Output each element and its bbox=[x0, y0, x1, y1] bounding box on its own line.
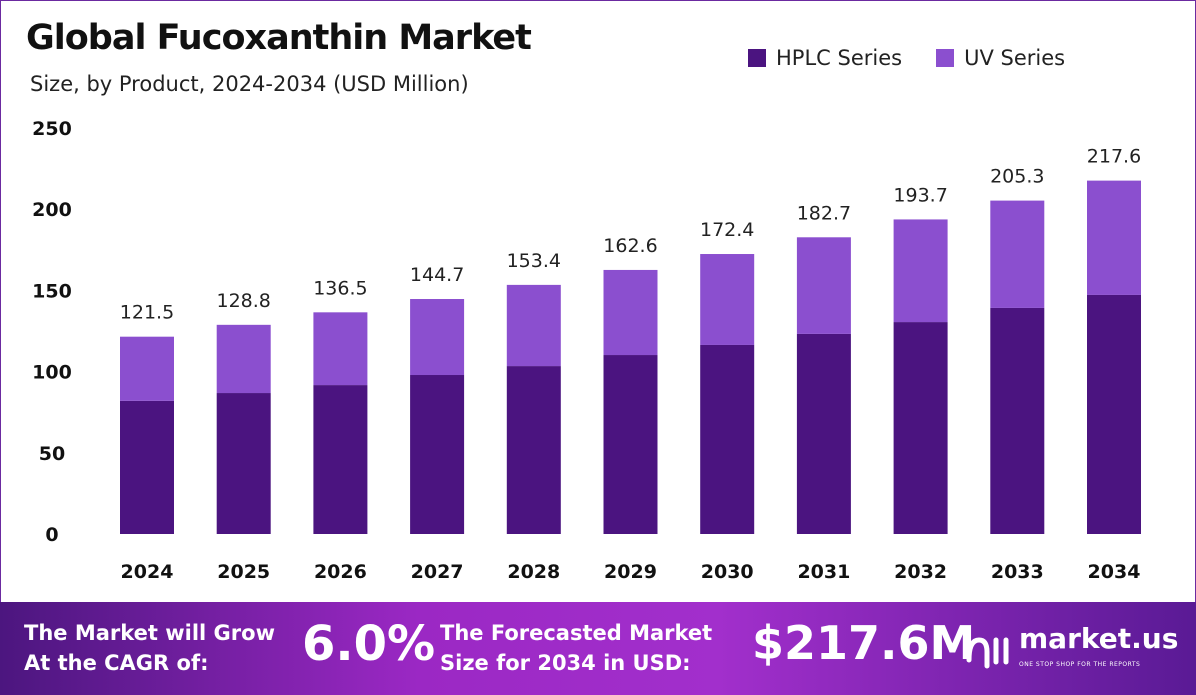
cagr-value: 6.0% bbox=[302, 616, 436, 672]
bar-hplc-2033 bbox=[990, 307, 1045, 534]
bar-uv-2029 bbox=[603, 269, 658, 356]
bar-chart: 0 50 100 150 200 250 121.5 2024 128.8 2025 136.5 20… bbox=[32, 118, 1141, 583]
bar-hplc-2029 bbox=[603, 355, 658, 534]
x-tick-label: 2028 bbox=[507, 561, 560, 583]
bar-uv-2024 bbox=[120, 336, 174, 401]
bar-hplc-2031 bbox=[796, 333, 851, 534]
bar-hplc-2034 bbox=[1087, 294, 1141, 534]
x-tick-label: 2027 bbox=[411, 561, 464, 583]
total-label: 144.7 bbox=[410, 264, 464, 286]
bar-hplc-2024 bbox=[120, 400, 174, 534]
legend-label: UV Series bbox=[964, 46, 1066, 70]
total-label: 172.4 bbox=[700, 219, 754, 241]
bar-hplc-2028 bbox=[506, 366, 561, 534]
total-label: 182.7 bbox=[797, 202, 851, 224]
bar-uv-2034 bbox=[1087, 180, 1141, 295]
y-tick-label: 150 bbox=[32, 280, 72, 302]
chart-title: Global Fucoxanthin Market bbox=[26, 18, 532, 58]
total-label: 128.8 bbox=[216, 290, 270, 312]
y-tick-label: 200 bbox=[32, 199, 72, 221]
bar-uv-2030 bbox=[700, 254, 755, 345]
footer-banner: The Market will Grow At the CAGR of: 6.0%… bbox=[0, 602, 1196, 695]
y-tick-label: 50 bbox=[39, 443, 65, 465]
forecast-label-line: Size for 2034 in USD: bbox=[440, 651, 691, 675]
x-tick-label: 2030 bbox=[701, 561, 754, 583]
total-label: 136.5 bbox=[313, 277, 367, 299]
total-label: 153.4 bbox=[507, 250, 561, 272]
bar-uv-2026 bbox=[313, 312, 368, 386]
total-label: 162.6 bbox=[603, 235, 657, 257]
total-label: 217.6 bbox=[1087, 146, 1141, 168]
forecast-label-line: The Forecasted Market bbox=[440, 621, 713, 645]
bar-hplc-2026 bbox=[313, 385, 368, 534]
total-label: 193.7 bbox=[893, 184, 947, 206]
x-tick-label: 2029 bbox=[604, 561, 657, 583]
total-label: 121.5 bbox=[120, 302, 174, 324]
forecast-label: The Forecasted Market Size for 2034 in US… bbox=[440, 618, 712, 678]
bar-hplc-2027 bbox=[410, 375, 465, 534]
logo-name: market.us bbox=[1019, 622, 1179, 655]
chart-subtitle: Size, by Product, 2024-2034 (USD Million… bbox=[30, 72, 469, 96]
bar-uv-2032 bbox=[893, 219, 948, 323]
x-tick-label: 2033 bbox=[991, 561, 1044, 583]
forecast-value: $217.6M bbox=[752, 616, 976, 670]
x-tick-label: 2034 bbox=[1088, 561, 1141, 583]
legend-label: HPLC Series bbox=[776, 46, 903, 70]
bar-uv-2027 bbox=[410, 299, 465, 376]
cagr-label-line: The Market will Grow bbox=[24, 621, 275, 645]
x-tick-label: 2026 bbox=[314, 561, 367, 583]
cagr-label: The Market will Grow At the CAGR of: bbox=[24, 618, 275, 678]
bar-uv-2031 bbox=[796, 237, 851, 334]
bar-hplc-2025 bbox=[216, 393, 271, 534]
bar-uv-2025 bbox=[216, 324, 271, 394]
x-tick-label: 2032 bbox=[894, 561, 947, 583]
cagr-label-line: At the CAGR of: bbox=[24, 651, 209, 675]
legend-item-uv: UV Series bbox=[936, 46, 1065, 70]
bar-uv-2028 bbox=[506, 284, 561, 367]
total-label: 205.3 bbox=[990, 166, 1044, 188]
x-tick-label: 2025 bbox=[217, 561, 270, 583]
legend-swatch bbox=[936, 49, 955, 67]
logo-icon bbox=[966, 637, 1009, 669]
logo-tagline: ONE STOP SHOP FOR THE REPORTS bbox=[1019, 661, 1141, 668]
market-us-logo: market.us ONE STOP SHOP FOR THE REPORTS bbox=[965, 625, 1178, 678]
legend-swatch bbox=[748, 49, 766, 67]
x-tick-label: 2024 bbox=[121, 561, 174, 583]
y-tick-label: 0 bbox=[45, 524, 58, 546]
x-tick-label: 2031 bbox=[797, 561, 850, 583]
bar-hplc-2032 bbox=[893, 322, 948, 534]
legend: HPLC Series UV Series bbox=[748, 46, 1065, 70]
legend-item-hplc: HPLC Series bbox=[748, 46, 902, 70]
y-tick-label: 250 bbox=[32, 118, 72, 140]
y-tick-label: 100 bbox=[32, 362, 72, 384]
bar-hplc-2030 bbox=[700, 344, 755, 534]
bar-uv-2033 bbox=[990, 200, 1045, 308]
